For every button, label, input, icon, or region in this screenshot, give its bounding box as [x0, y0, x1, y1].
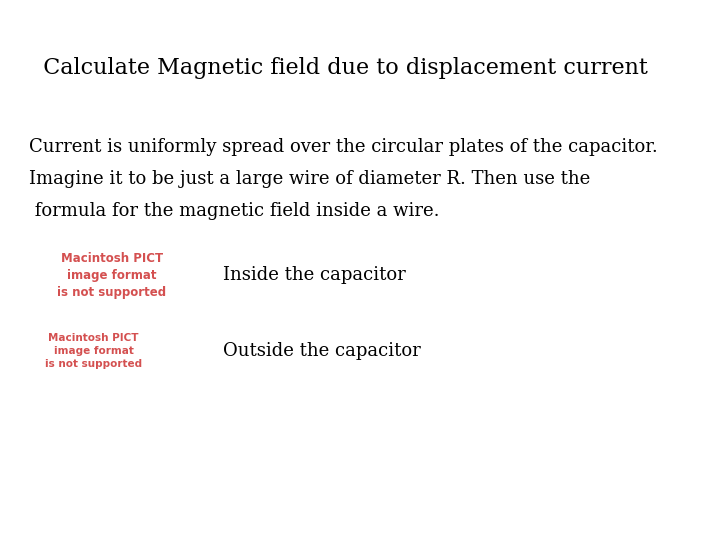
Text: formula for the magnetic field inside a wire.: formula for the magnetic field inside a … — [29, 202, 439, 220]
Text: Current is uniformly spread over the circular plates of the capacitor.: Current is uniformly spread over the cir… — [29, 138, 657, 156]
Text: Calculate Magnetic field due to displacement current: Calculate Magnetic field due to displace… — [29, 57, 648, 79]
Text: Inside the capacitor: Inside the capacitor — [223, 266, 406, 285]
Text: Macintosh PICT
image format
is not supported: Macintosh PICT image format is not suppo… — [57, 252, 166, 299]
Text: Outside the capacitor: Outside the capacitor — [223, 342, 421, 360]
Text: Imagine it to be just a large wire of diameter R. Then use the: Imagine it to be just a large wire of di… — [29, 170, 590, 188]
Text: Macintosh PICT
image format
is not supported: Macintosh PICT image format is not suppo… — [45, 333, 142, 369]
